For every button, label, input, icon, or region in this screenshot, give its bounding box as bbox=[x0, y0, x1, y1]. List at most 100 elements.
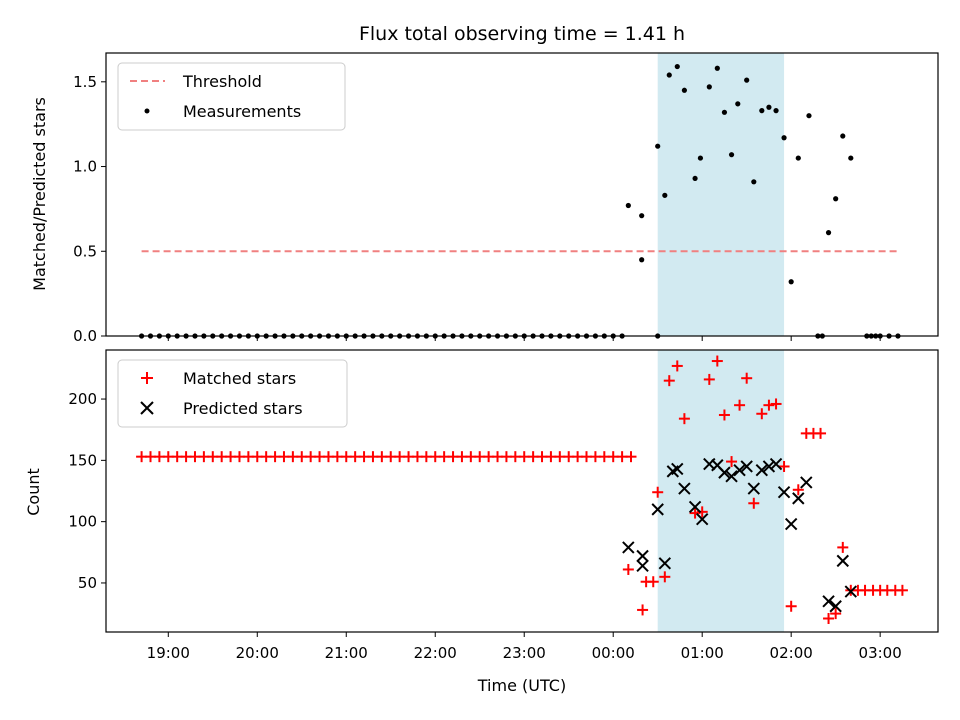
measurement-point bbox=[848, 155, 854, 161]
matched-star-marker bbox=[837, 541, 849, 553]
measurement-point bbox=[674, 63, 680, 70]
measurement-point bbox=[759, 108, 765, 114]
matched-star-marker bbox=[770, 398, 782, 410]
matched-star-marker bbox=[622, 563, 634, 575]
bottom-shaded-interval bbox=[657, 350, 785, 632]
bottom-y-ticks: 50 100 150 200 bbox=[68, 390, 106, 592]
predicted-star-marker bbox=[792, 492, 805, 505]
predicted-star-marker bbox=[688, 500, 702, 514]
matched-star-marker bbox=[637, 604, 649, 616]
measurement-point bbox=[773, 108, 779, 114]
measurement-point bbox=[766, 104, 772, 110]
measurement-point bbox=[795, 155, 801, 161]
bottom-legend-box bbox=[117, 359, 348, 428]
bottom-x-ticks: 19:00 20:00 21:00 22:00 23:00 00:00 01:00 02:00… bbox=[147, 632, 902, 662]
measurement-point bbox=[735, 101, 741, 107]
measurement-point bbox=[666, 72, 672, 78]
predicted-star-marker bbox=[671, 462, 684, 476]
measurement-point bbox=[751, 179, 757, 185]
predicted-star-marker bbox=[622, 541, 635, 554]
top-y-ticks: 0.0 0.5 1.0 1.5 bbox=[73, 73, 106, 345]
matched-star-marker bbox=[896, 584, 908, 596]
measurement-point bbox=[639, 213, 645, 219]
bottom-panel: 50 100 150 200 19:00 20:00 21:00 22:00 23:00 00:… bbox=[24, 349, 939, 695]
x-tick-label: 03:00 bbox=[859, 644, 902, 662]
predicted-star-marker bbox=[733, 463, 746, 477]
measurement-point bbox=[840, 133, 846, 139]
predicted-star-marker bbox=[822, 595, 835, 608]
matched-star-marker bbox=[711, 355, 723, 367]
measurement-point bbox=[662, 192, 668, 198]
top-legend-box bbox=[117, 62, 346, 131]
top-y-tick-label: 0.5 bbox=[73, 242, 97, 260]
predicted-star-marker bbox=[651, 503, 664, 516]
legend-measurements-swatch bbox=[144, 108, 150, 114]
top-axes-frame bbox=[105, 52, 939, 337]
matched-star-marker bbox=[792, 484, 804, 496]
matched-star-marker bbox=[647, 576, 659, 588]
predicted-star-marker bbox=[725, 470, 738, 483]
matched-star-marker bbox=[652, 486, 664, 498]
bottom-y-tick-label: 100 bbox=[68, 513, 97, 531]
matched-star-marker bbox=[830, 608, 842, 620]
predicted-star-marker bbox=[829, 600, 842, 613]
predicted-star-marker bbox=[636, 559, 649, 572]
predicted-star-marker bbox=[836, 554, 849, 568]
measurement-points bbox=[138, 63, 901, 339]
matched-star-marker bbox=[718, 409, 730, 421]
predicted-star-marker bbox=[800, 476, 813, 489]
matched-star-marker bbox=[726, 456, 738, 468]
predicted-star-marker bbox=[755, 463, 769, 477]
matched-star-marker bbox=[815, 427, 827, 439]
predicted-star-marker bbox=[718, 466, 731, 479]
measurement-point bbox=[692, 175, 698, 182]
legend-predicted-swatch bbox=[140, 401, 154, 415]
predicted-star-marker bbox=[695, 512, 709, 526]
measurement-point bbox=[728, 152, 735, 158]
top-y-tick-label: 0.0 bbox=[73, 327, 97, 345]
predicted-star-marker bbox=[678, 482, 691, 495]
measurement-point bbox=[655, 143, 661, 149]
legend-matched-label: Matched stars bbox=[183, 369, 296, 388]
measurement-point bbox=[806, 113, 812, 119]
x-tick-label: 19:00 bbox=[147, 644, 190, 662]
bottom-legend: Matched stars Predicted stars bbox=[117, 359, 348, 428]
measurement-point bbox=[697, 155, 704, 161]
matched-star-marker bbox=[625, 451, 637, 463]
measurement-point bbox=[706, 84, 712, 90]
matched-star-marker bbox=[748, 497, 760, 509]
predicted-star-marker bbox=[784, 517, 798, 531]
matched-star-marker bbox=[785, 600, 797, 612]
matched-star-marker bbox=[778, 460, 790, 472]
predicted-star-marker bbox=[636, 549, 649, 563]
measurement-point bbox=[788, 279, 794, 285]
x-axis-label: Time (UTC) bbox=[477, 676, 566, 695]
predicted-star-marker bbox=[769, 457, 783, 471]
bottom-y-tick-label: 200 bbox=[68, 390, 97, 408]
measurement-point bbox=[833, 196, 839, 202]
predicted-star-marker bbox=[658, 557, 672, 570]
x-tick-label: 01:00 bbox=[681, 644, 724, 662]
matched-star-marker bbox=[823, 613, 835, 625]
legend-measurements-label: Measurements bbox=[183, 102, 301, 121]
predicted-star-marker bbox=[747, 482, 761, 495]
matched-star-marker bbox=[671, 360, 683, 372]
matched-star-marker bbox=[689, 507, 701, 519]
x-tick-label: 21:00 bbox=[325, 644, 368, 662]
x-tick-label: 23:00 bbox=[503, 644, 546, 662]
top-x-ticks bbox=[167, 336, 881, 341]
top-panel: 0.0 0.5 1.0 1.5 Matched/Predicted stars Thr… bbox=[30, 52, 939, 345]
predicted-star-marker bbox=[777, 486, 791, 499]
matched-star-marker bbox=[703, 373, 715, 385]
measurement-point bbox=[714, 65, 720, 71]
matched-star-marker bbox=[678, 413, 690, 425]
measurement-point bbox=[781, 135, 787, 141]
matched-star-marker bbox=[663, 375, 675, 387]
x-tick-label: 00:00 bbox=[592, 644, 635, 662]
measurement-point bbox=[625, 202, 631, 209]
x-tick-label: 20:00 bbox=[236, 644, 279, 662]
predicted-star-marker bbox=[762, 460, 776, 473]
matched-star-marker bbox=[734, 399, 746, 411]
bottom-y-tick-label: 150 bbox=[68, 451, 97, 469]
